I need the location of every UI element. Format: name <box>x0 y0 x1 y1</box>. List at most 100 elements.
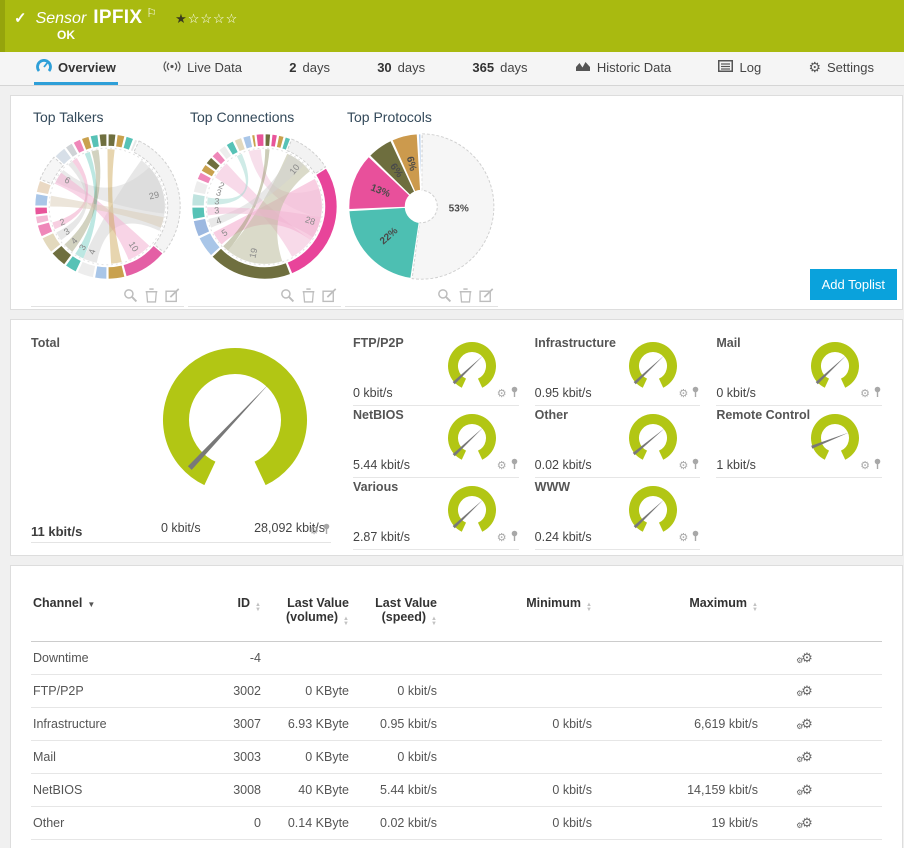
gauge-mail: Mail 0 kbit/s ⚙ <box>716 334 882 406</box>
gear-icon[interactable]: ⚙ <box>496 459 507 472</box>
channel-settings-gear-icon[interactable]: ⚙ ⚙ <box>796 716 813 731</box>
total-gauge-dial <box>135 344 335 501</box>
toplist-chart[interactable]: 29 10 4 3 4 3 2 6 <box>31 130 184 288</box>
column-header-minimum[interactable]: Minimum ▲ ▼ <box>439 592 594 642</box>
cell-volume: 40 KByte <box>298 783 349 797</box>
table-row-downtime[interactable]: Downtime -4 ⚙ ⚙ <box>31 642 882 675</box>
magnifier-icon[interactable] <box>280 288 295 303</box>
table-row-mail[interactable]: Mail 3003 0 KByte 0 kbit/s ⚙ ⚙ <box>31 741 882 774</box>
gauge-icon <box>36 58 52 75</box>
tab-log[interactable]: Log <box>716 52 763 85</box>
cell-speed: 5.44 kbit/s <box>380 783 437 797</box>
chart-icon <box>575 60 591 75</box>
tab-label: days <box>500 59 528 75</box>
gear-icon[interactable]: ⚙ <box>309 524 319 537</box>
pin-icon[interactable] <box>691 529 700 547</box>
edit-icon[interactable] <box>322 288 337 303</box>
cell-id: 3007 <box>233 717 261 731</box>
channel-settings-gear-icon[interactable]: ⚙ ⚙ <box>796 650 813 665</box>
cell-channel: Mail <box>33 750 56 764</box>
column-header-maximum[interactable]: Maximum ▲ ▼ <box>594 592 760 642</box>
trash-icon[interactable] <box>459 288 472 303</box>
gear-icon[interactable]: ⚙ <box>860 387 870 400</box>
cell-min <box>439 642 594 675</box>
tab-365-days[interactable]: 365 days <box>470 52 529 85</box>
tab-30-days[interactable]: 30 days <box>375 52 427 85</box>
channel-settings-gear-icon[interactable]: ⚙ ⚙ <box>796 782 813 797</box>
pin-icon[interactable] <box>873 385 882 403</box>
svg-text:6: 6 <box>63 175 73 186</box>
gear-icon[interactable]: ⚙ <box>678 531 689 544</box>
toplist-actions <box>31 288 184 307</box>
table-row-other[interactable]: Other 0 0.14 KByte 0.02 kbit/s 0 kbit/s 19 kb… <box>31 807 882 840</box>
add-toplist-button[interactable]: Add Toplist <box>809 269 897 300</box>
cell-speed: 0.02 kbit/s <box>380 816 437 830</box>
tab-label: Historic Data <box>596 59 672 75</box>
gear-icon[interactable]: ⚙ <box>678 387 689 400</box>
priority-stars[interactable]: ★☆☆☆☆ <box>175 11 238 27</box>
cell-channel: FTP/P2P <box>33 684 84 698</box>
gear-icon[interactable]: ⚙ <box>496 531 507 544</box>
pin-icon[interactable] <box>510 385 519 403</box>
gear-icon: ⚙ <box>808 58 821 75</box>
gauge-label: Infrastructure <box>534 336 616 350</box>
star-filled-icon[interactable]: ★ <box>175 11 188 26</box>
gear-icon[interactable]: ⚙ <box>496 387 507 400</box>
magnifier-icon[interactable] <box>123 288 138 303</box>
gauge-various: Various 2.87 kbit/s ⚙ <box>353 478 519 550</box>
sort-icon: ▲ ▼ <box>431 616 437 627</box>
table-row-infrastructure[interactable]: Infrastructure 3007 6.93 KByte 0.95 kbit/s 0… <box>31 708 882 741</box>
tab-live-data[interactable]: Live Data <box>161 52 244 85</box>
tab-2-days[interactable]: 2 days <box>287 52 332 85</box>
tab-historic-data[interactable]: Historic Data <box>573 52 673 85</box>
sort-icon: ▲ ▼ <box>255 602 261 613</box>
total-current-value: 11 kbit/s <box>31 524 83 539</box>
gear-icon[interactable]: ⚙ <box>678 459 689 472</box>
cell-max: 6,619 kbit/s <box>694 717 758 731</box>
table-row-ftp-p2p[interactable]: FTP/P2P 3002 0 KByte 0 kbit/s ⚙ ⚙ <box>31 675 882 708</box>
trash-icon[interactable] <box>302 288 315 303</box>
gauge-infrastructure: Infrastructure 0.95 kbit/s ⚙ <box>534 334 701 406</box>
flag-icon[interactable]: ⚐ <box>146 6 158 20</box>
tab-number: 30 <box>377 59 392 75</box>
channel-settings-gear-icon[interactable]: ⚙ ⚙ <box>796 815 813 830</box>
channel-table: Channel ▼ ID ▲ ▼ Last Value (volume) ▲ ▼ Last Va… <box>31 592 882 840</box>
table-row-netbios[interactable]: NetBIOS 3008 40 KByte 5.44 kbit/s 0 kbit/s 14… <box>31 774 882 807</box>
toplist-chart[interactable]: 10 28 19 5 4 3 3 3 2 <box>188 130 341 288</box>
tab-label: Settings <box>827 59 874 75</box>
toplist-chart[interactable]: 53% 22% 13% 6% 6% <box>345 130 498 288</box>
column-header-channel[interactable]: Channel ▼ <box>31 592 201 642</box>
column-header-id[interactable]: ID ▲ ▼ <box>201 592 263 642</box>
gear-icon[interactable]: ⚙ <box>860 459 870 472</box>
column-header-last-value-speed[interactable]: Last Value (speed) ▲ ▼ <box>351 592 439 642</box>
star-empty-icon[interactable]: ☆☆☆☆ <box>187 11 239 26</box>
cell-max: 19 kbit/s <box>711 816 758 830</box>
total-scale-max: 28,092 kbit/s <box>254 521 325 535</box>
svg-text:2: 2 <box>217 180 226 191</box>
toplist-title: Top Connections <box>190 109 295 125</box>
pin-icon[interactable] <box>691 457 700 475</box>
svg-text:6%: 6% <box>404 155 418 172</box>
column-label: Maximum <box>689 596 748 610</box>
pin-icon[interactable] <box>510 529 519 547</box>
cell-volume: 6.93 KByte <box>287 717 349 731</box>
edit-icon[interactable] <box>479 288 494 303</box>
pin-icon[interactable] <box>510 457 519 475</box>
column-header-last-value-volume[interactable]: Last Value (volume) ▲ ▼ <box>263 592 351 642</box>
sort-icon: ▲ ▼ <box>752 602 758 613</box>
cell-speed <box>351 642 439 675</box>
gauge-value: 0 kbit/s <box>716 386 756 400</box>
channel-settings-gear-icon[interactable]: ⚙ ⚙ <box>796 749 813 764</box>
pin-icon[interactable] <box>873 457 882 475</box>
tab-overview[interactable]: Overview <box>34 52 118 85</box>
pin-icon[interactable] <box>691 385 700 403</box>
tab-settings[interactable]: ⚙ Settings <box>806 52 876 85</box>
channel-settings-gear-icon[interactable]: ⚙ ⚙ <box>796 683 813 698</box>
pin-icon[interactable] <box>322 522 331 540</box>
edit-icon[interactable] <box>165 288 180 303</box>
trash-icon[interactable] <box>145 288 158 303</box>
svg-text:29: 29 <box>148 189 160 201</box>
svg-text:10: 10 <box>287 162 301 176</box>
gauge-empty-cell <box>716 478 882 550</box>
magnifier-icon[interactable] <box>437 288 452 303</box>
